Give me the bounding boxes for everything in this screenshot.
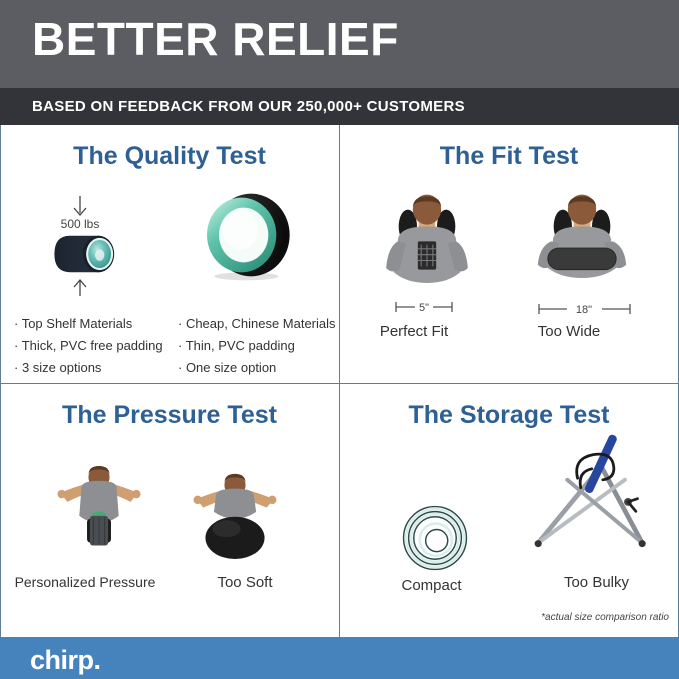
svg-text:5": 5" bbox=[419, 302, 429, 314]
svg-text:18": 18" bbox=[576, 304, 592, 316]
